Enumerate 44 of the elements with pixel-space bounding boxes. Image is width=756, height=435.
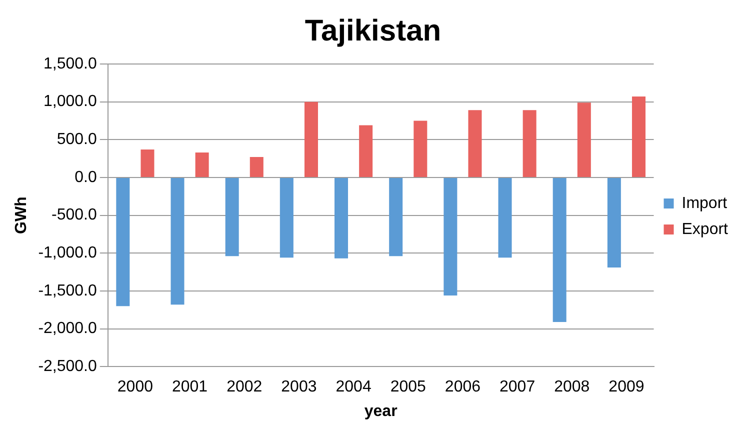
bar: [522, 110, 536, 177]
x-tick-label: 2006: [444, 378, 481, 396]
bar: [225, 178, 239, 256]
x-tick-label: 2000: [117, 378, 154, 396]
x-tick-label: 2003: [281, 378, 317, 396]
bar: [389, 178, 403, 256]
bar: [444, 178, 458, 296]
bar: [414, 120, 428, 177]
x-tick-label: 2007: [500, 378, 536, 396]
y-tick-label: -500.0: [52, 206, 98, 224]
bar: [280, 178, 294, 258]
bar: [116, 178, 130, 306]
x-tick-label: 2005: [390, 378, 426, 396]
x-axis-title: year: [364, 402, 398, 420]
y-tick-label: 500.0: [56, 131, 98, 148]
y-tick-label: 0.0: [74, 168, 98, 186]
bar: [359, 125, 373, 177]
bar: [498, 178, 512, 258]
y-tick-label: 1,500.0: [44, 55, 98, 72]
bar: [607, 178, 621, 268]
chart-title: Tajikistan: [304, 14, 442, 48]
bar: [304, 102, 318, 177]
bar: [334, 178, 348, 258]
x-tick-label: 2001: [172, 378, 208, 396]
bar: [195, 152, 209, 177]
bar: [577, 102, 591, 177]
bar: [140, 149, 154, 177]
legend-label: Export: [682, 220, 729, 238]
y-tick-label: -2,000.0: [38, 320, 98, 338]
bar: [632, 96, 646, 177]
bar: [468, 110, 482, 177]
bar: [250, 157, 264, 177]
y-axis-title: GWh: [13, 196, 30, 234]
y-tick-label: -1,000.0: [38, 244, 98, 262]
y-tick-label: -2,500.0: [38, 358, 98, 376]
x-tick-label: 2008: [554, 378, 590, 396]
y-tick-label: 1,000.0: [44, 93, 98, 110]
y-tick-label: -1,500.0: [38, 282, 98, 300]
x-tick-label: 2009: [608, 378, 644, 396]
x-tick-label: 2002: [226, 378, 262, 396]
legend-label: Import: [682, 194, 728, 212]
bar: [170, 178, 184, 305]
bar: [552, 178, 566, 322]
x-tick-label: 2004: [336, 378, 372, 396]
